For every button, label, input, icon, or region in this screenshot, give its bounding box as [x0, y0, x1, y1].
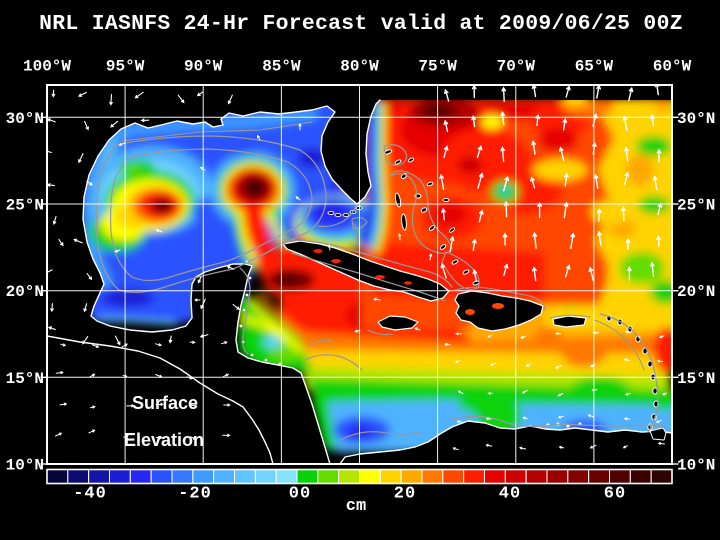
svg-text:30°N: 30°N [677, 110, 715, 128]
svg-text:20°N: 20°N [677, 283, 715, 301]
svg-text:20°N: 20°N [6, 283, 44, 301]
svg-text:10°N: 10°N [677, 457, 715, 475]
svg-text:15°N: 15°N [677, 370, 715, 388]
svg-text:-40: -40 [73, 485, 107, 504]
svg-text:cm: cm [346, 497, 366, 516]
svg-text:60: 60 [604, 485, 626, 504]
svg-text:40: 40 [499, 485, 521, 504]
svg-text:65°W: 65°W [575, 58, 614, 76]
svg-text:-20: -20 [178, 485, 212, 504]
svg-text:Elevation: Elevation [124, 430, 204, 450]
svg-text:25°N: 25°N [6, 197, 44, 215]
svg-text:30°N: 30°N [6, 110, 44, 128]
svg-text:95°W: 95°W [106, 58, 145, 76]
svg-text:100°W: 100°W [23, 58, 71, 76]
svg-text:60°W: 60°W [653, 58, 692, 76]
svg-text:Surface: Surface [132, 393, 198, 413]
svg-text:15°N: 15°N [6, 370, 44, 388]
svg-text:80°W: 80°W [340, 58, 379, 76]
svg-text:NRL IASNFS 24-Hr Forecast val: NRL IASNFS 24-Hr Forecast valid at 2009/… [39, 12, 683, 36]
svg-text:00: 00 [289, 485, 311, 504]
svg-text:85°W: 85°W [262, 58, 301, 76]
svg-text:90°W: 90°W [184, 58, 223, 76]
svg-text:10°N: 10°N [6, 457, 44, 475]
svg-text:25°N: 25°N [677, 197, 715, 215]
svg-text:70°W: 70°W [497, 58, 536, 76]
svg-text:20: 20 [394, 485, 416, 504]
svg-text:75°W: 75°W [418, 58, 457, 76]
